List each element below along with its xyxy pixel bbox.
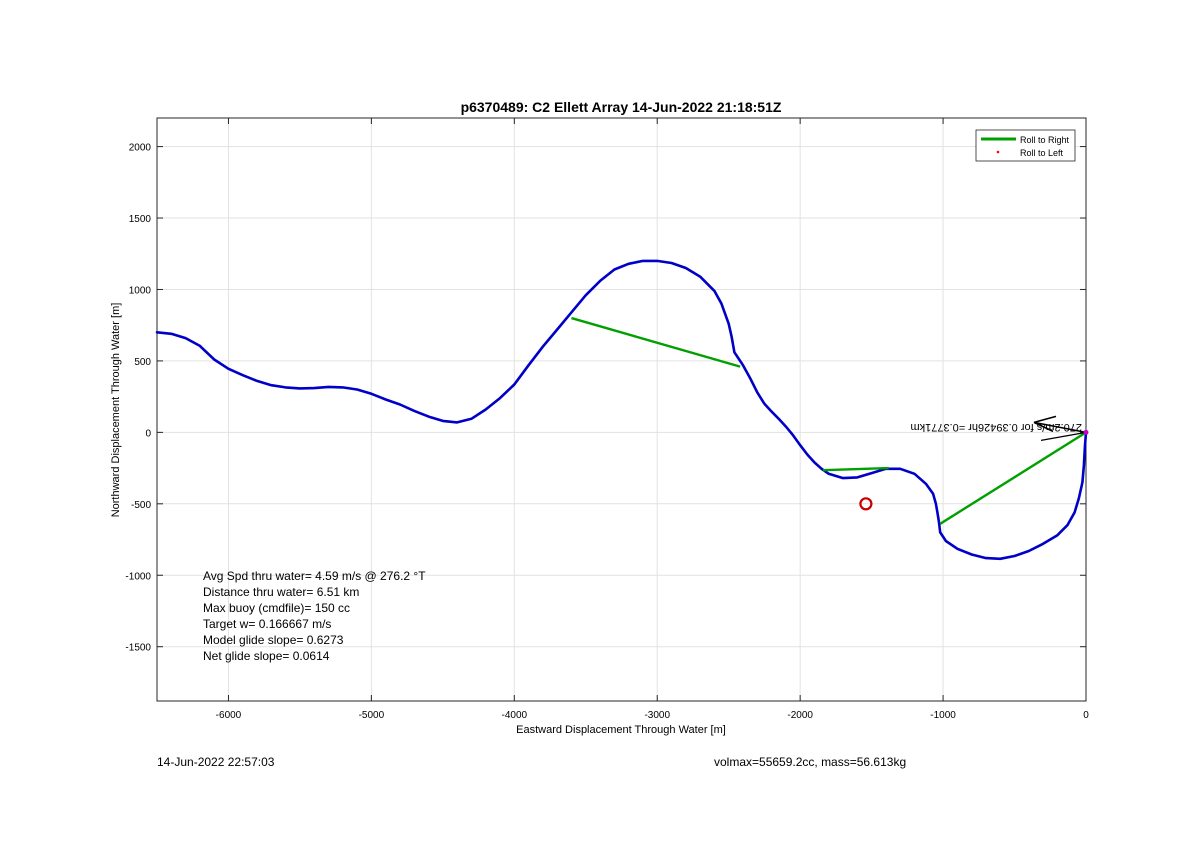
grid — [157, 118, 1087, 701]
y-tick-label: -500 — [131, 500, 151, 511]
plot-content: 270.2m/s for 0.39426hr =0.3771km — [155, 259, 1089, 561]
roll-segment — [571, 316, 741, 368]
annotation-distance: Distance thru water= 6.51 km — [203, 585, 359, 599]
stats-annotations: Avg Spd thru water= 4.59 m/s @ 276.2 °T … — [203, 569, 426, 663]
current-arrow-shaft — [1033, 421, 1087, 434]
y-tick-label: 0 — [145, 428, 151, 439]
annotation-avg-speed: Avg Spd thru water= 4.59 m/s @ 276.2 °T — [203, 569, 426, 583]
y-axis-label: Northward Displacement Through Water [m] — [110, 303, 122, 518]
roll-segment — [822, 466, 889, 472]
y-tick-label: 1500 — [129, 214, 152, 225]
track-line — [155, 259, 1088, 561]
annotation-target-w: Target w= 0.166667 m/s — [203, 617, 331, 631]
x-axis: -6000 -5000 -4000 -3000 -2000 -1000 0 — [216, 118, 1089, 721]
annotation-net-glide: Net glide slope= 0.0614 — [203, 649, 330, 663]
x-tick-label: -2000 — [787, 710, 813, 721]
x-tick-label: -5000 — [359, 710, 385, 721]
legend-swatch-roll-left — [996, 150, 1000, 154]
roll-segment — [939, 431, 1087, 525]
legend-box — [975, 129, 1076, 162]
x-tick-label: -3000 — [644, 710, 670, 721]
current-arrow-shaft — [1040, 431, 1087, 442]
annotation-max-buoy: Max buoy (cmdfile)= 150 cc — [203, 601, 350, 615]
chart-title: p6370489: C2 Ellett Array 14-Jun-2022 21… — [461, 99, 782, 115]
legend: Roll to Right Roll to Left — [975, 129, 1076, 162]
x-tick-label: -6000 — [216, 710, 242, 721]
y-tick-label: 2000 — [129, 143, 152, 154]
annotation-model-glide: Model glide slope= 0.6273 — [203, 633, 344, 647]
current-arrow-label: 270.2m/s for 0.39426hr =0.3771km — [910, 421, 1082, 433]
target-marker — [859, 497, 873, 511]
plot-area-frame — [156, 117, 1087, 702]
x-axis-label: Eastward Displacement Through Water [m] — [516, 724, 726, 736]
current-arrow-head — [1033, 421, 1054, 433]
footer-timestamp: 14-Jun-2022 22:57:03 — [157, 755, 275, 769]
y-tick-label: 1000 — [129, 285, 152, 296]
legend-label-roll-left: Roll to Left — [1020, 148, 1064, 158]
x-tick-label: -4000 — [502, 710, 528, 721]
x-tick-label: 0 — [1083, 710, 1089, 721]
current-arrow-head — [1033, 415, 1057, 424]
y-tick-label: 500 — [134, 357, 151, 368]
legend-label-roll-right: Roll to Right — [1020, 135, 1070, 145]
x-tick-label: -1000 — [930, 710, 956, 721]
footer-vol-mass: volmax=55659.2cc, mass=56.613kg — [714, 755, 907, 769]
y-tick-label: -1000 — [125, 571, 151, 582]
y-tick-label: -1500 — [125, 643, 151, 654]
origin-marker — [1083, 429, 1089, 435]
